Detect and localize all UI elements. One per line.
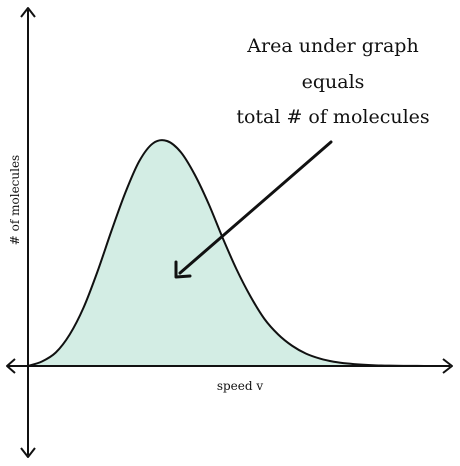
y-axis-label: # of molecules xyxy=(8,155,22,245)
annotation-line-2: equals xyxy=(302,71,365,93)
annotation-line-1: Area under graph xyxy=(246,35,418,57)
x-axis-right-arrow-icon xyxy=(442,358,453,374)
axes-layer: speed v # of molecules xyxy=(6,7,453,458)
x-axis-left-arrow-icon xyxy=(6,358,16,374)
annotation-line-3: total # of molecules xyxy=(236,106,429,128)
annotation-arrow-shaft xyxy=(178,140,333,275)
annotation-arrow-icon xyxy=(174,260,192,279)
y-axis-top-arrow-icon xyxy=(20,7,36,18)
annotation-layer: Area under graph equals total # of molecul… xyxy=(174,35,430,279)
area-under-curve xyxy=(28,140,445,366)
plot-layer xyxy=(27,139,446,367)
x-axis-label: speed v xyxy=(217,379,264,393)
y-axis-bottom-arrow-icon xyxy=(20,447,36,458)
